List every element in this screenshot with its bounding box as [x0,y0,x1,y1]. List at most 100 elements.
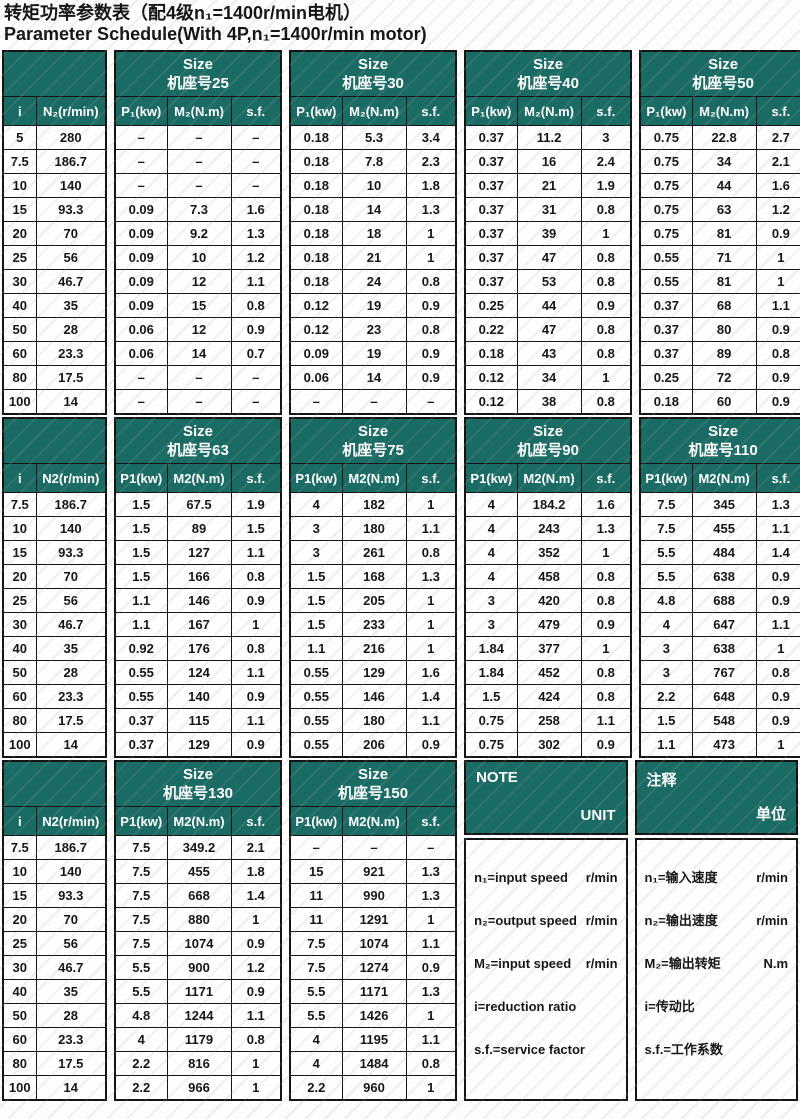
table-cell: 1.1 [230,660,282,685]
table-row: 7.5 455 1.8 [114,859,282,884]
table-cell: 23.3 [35,1027,107,1052]
size-150-header: Size 机座号150 [289,760,457,807]
table-cell: 0.55 [289,732,343,758]
table-cell: 1074 [341,931,407,956]
table-cell: 140 [166,684,232,709]
table-row: 40 35 [2,979,107,1004]
table-cell: 960 [341,1075,407,1101]
table-row: 1.5 205 1 [289,588,457,613]
table-row: 3 420 0.8 [464,588,632,613]
table-cell: 16 [516,149,582,174]
table-row: 60 23.3 [2,684,107,709]
table-cell: 377 [516,636,582,661]
table-cell: 1 [405,245,457,270]
table-cell: 1.6 [580,492,632,517]
page-title-en: Parameter Schedule(With 4P,n₁=1400r/min … [4,24,427,44]
table-cell: 81 [691,221,757,246]
size-75-header: Size 机座号75 [289,417,457,464]
table-cell: – [341,835,407,860]
table-cell: 100 [2,389,37,415]
table-cell: 1.84 [464,660,518,685]
note-line-text: M₂=input speed [474,956,572,971]
table-cell: 0.37 [464,173,518,198]
table-cell: 0.55 [114,660,168,685]
size-30-table: Size 机座号30 P₁(kw) M₂(N.m) s.f. 0.18 5.3 3.4 0… [289,50,458,415]
table-cell: 4.8 [639,588,693,613]
table-cell: 7.8 [341,149,407,174]
table-cell: 0.37 [464,197,518,222]
table-cell: 0.37 [639,293,693,318]
table-row: 4 243 1.3 [464,516,632,541]
table-cell: 44 [516,293,582,318]
table-cell: 35 [35,293,107,318]
column-header: M₂(N.m) [691,96,757,126]
table-cell: 1 [580,221,632,246]
table-row: 0.75 63 1.2 [639,197,800,222]
table-cell: 70 [35,564,107,589]
table-cell: 31 [516,197,582,222]
table-row: 0.37 80 0.9 [639,317,800,342]
table-cell: 129 [341,660,407,685]
table-cell: 1.1 [289,636,343,661]
table-cell: 1 [405,221,457,246]
note-line: n₂=output speed r/min [474,912,617,930]
table-cell: 233 [341,612,407,637]
column-header: M2(N.m) [166,806,232,836]
index-header-filler [2,50,107,97]
table-cell: 647 [691,612,757,637]
table-row: 40 35 [2,636,107,661]
size-90-table: Size 机座号90 P1(kw) M2(N.m) s.f. 4 184.2 1.6 4 2… [464,417,633,758]
table-cell: 0.8 [755,660,800,685]
table-cell: 100 [2,1075,37,1101]
table-cell: – [289,835,343,860]
table-cell: 0.8 [580,660,632,685]
table-cell: 0.7 [230,341,282,366]
size-150-table: Size 机座号150 P1(kw) M2(N.m) s.f. – – –15 921 1.… [289,760,458,1101]
table-cell: 1.1 [405,708,457,733]
table-cell: 0.18 [289,245,343,270]
table-cell: 11.2 [516,125,582,150]
table-row: 0.12 19 0.9 [289,293,457,318]
size-label: Size [708,56,739,73]
table-cell: 2.7 [755,125,800,150]
table-cell: 127 [166,540,232,565]
table-cell: 0.18 [464,341,518,366]
table-cell: 473 [691,732,757,758]
unit-title: 单位 [755,806,786,823]
table-row: 1.5 89 1.5 [114,516,282,541]
table-row: 7.5 349.2 2.1 [114,835,282,860]
ratio-index-table-1: i N₂(r/min) 5 280 7.5 186.7 10 140 15 93.3 20 70 25… [2,50,107,415]
table-row: 1.84 377 1 [464,636,632,661]
table-cell: 10 [2,859,37,884]
table-cell: 0.09 [114,293,168,318]
note-line-text: s.f.=工作系数 [644,1042,723,1057]
table-cell: 0.37 [464,269,518,294]
note-line-text: s.f.=service factor [474,1042,585,1057]
table-row: 15 921 1.3 [289,859,457,884]
table-row: 0.55 206 0.9 [289,732,457,758]
table-row: 1.5 424 0.8 [464,684,632,709]
table-cell: 1.1 [639,732,693,758]
table-row: 7.5 455 1.1 [639,516,800,541]
table-row: 20 70 [2,564,107,589]
table-cell: 0.37 [464,221,518,246]
table-row: 5.5 900 1.2 [114,955,282,980]
table-cell: 1 [405,588,457,613]
table-cell: 0.8 [580,684,632,709]
size-75-table: Size 机座号75 P1(kw) M2(N.m) s.f. 4 182 1 3 180 1.… [289,417,458,758]
size-label: Size [533,56,564,73]
table-row: 0.09 10 1.2 [114,245,282,270]
table-row: – – – [114,125,282,150]
table-row: 0.25 72 0.9 [639,365,800,390]
table-cell: 0.75 [639,197,693,222]
table-cell: 1.5 [230,516,282,541]
table-cell: 25 [2,245,37,270]
note-panel-chinese-body: n₁=输入速度 r/min n₂=输出速度 r/min M₂=输出转矩 N.m i=传动比 s… [634,838,798,1101]
size-50-header: Size 机座号50 [639,50,800,97]
table-row: 0.12 34 1 [464,365,632,390]
table-cell: 3 [580,125,632,150]
table-cell: 1 [405,1075,457,1101]
table-row: 40 35 [2,293,107,318]
table-row: 4 352 1 [464,540,632,565]
table-cell: 1.4 [405,684,457,709]
